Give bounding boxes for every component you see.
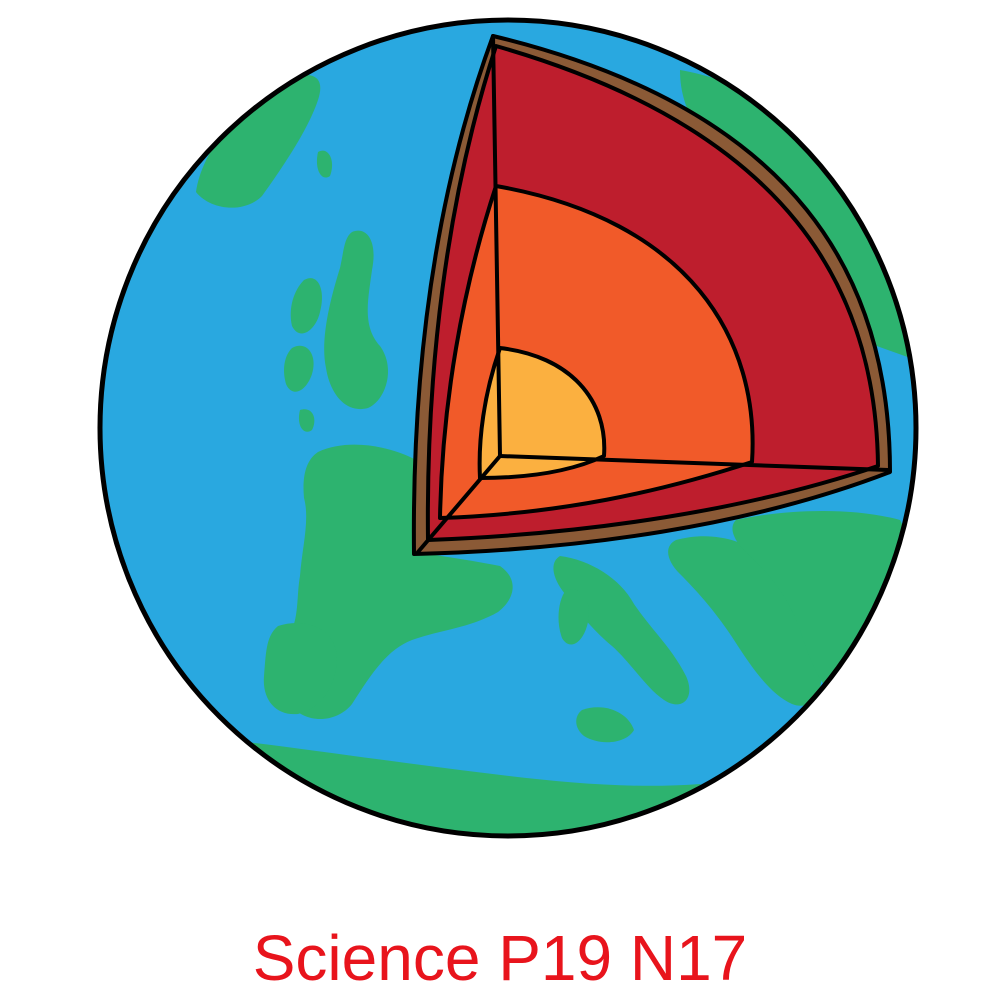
land-italy [553, 556, 690, 705]
land-british-isles [284, 345, 314, 392]
land-scandinavia [324, 230, 389, 410]
land-island-small [316, 150, 333, 178]
land-iberia [263, 623, 337, 715]
land-ireland [298, 409, 315, 432]
inner-core-layer [477, 346, 607, 480]
caption: Science P19 N17 [252, 922, 748, 994]
land-sardinia [558, 589, 589, 645]
land-western-europe [279, 444, 513, 719]
land-norway-coast [290, 278, 323, 334]
cut-edges [416, 34, 890, 554]
land-corsica-sicily [576, 707, 634, 743]
land-greenland [196, 75, 321, 208]
globe-outline [97, 17, 919, 839]
